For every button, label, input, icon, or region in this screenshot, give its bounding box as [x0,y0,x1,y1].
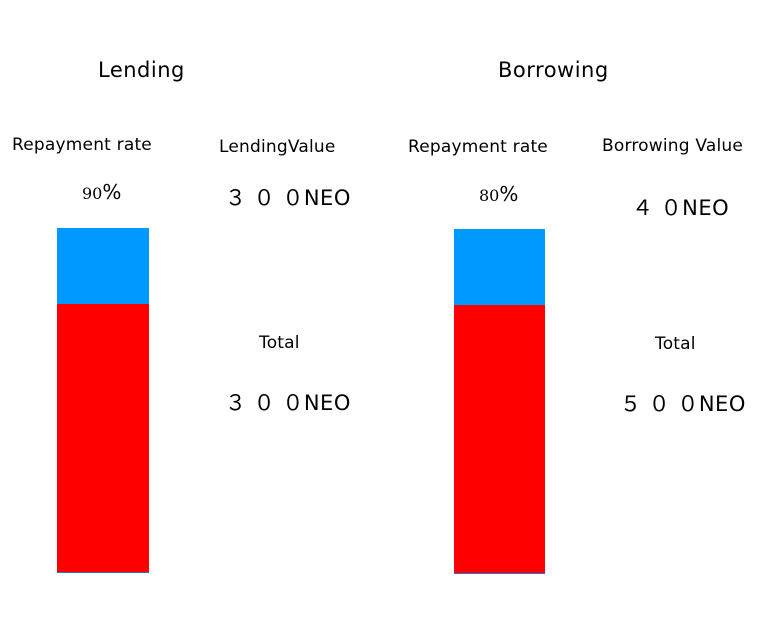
lending-repayment-bar [57,228,149,573]
lending-bar-repaid-segment [57,304,149,572]
lending-value-label: LendingValue [219,137,336,157]
borrowing-repayment-bar [454,229,545,574]
borrowing-value: ４ ０NEO [632,196,730,220]
borrowing-value-label: Borrowing Value [602,136,744,156]
borrowing-repayment-rate-number: 80 [479,186,500,205]
borrowing-repayment-rate-unit: % [499,182,519,206]
lending-total-label: Total [259,333,300,353]
lending-bar-outstanding-segment [57,228,149,304]
lending-value: ３ ０ ０NEO [225,186,351,210]
lending-repayment-label: Repayment rate [12,135,152,155]
borrowing-bar-outstanding-segment [454,229,545,305]
borrowing-repayment-rate: 80% [479,182,518,206]
lending-total-value: ３ ０ ０NEO [225,391,351,415]
borrowing-total-value: ５ ０ ０NEO [620,392,746,416]
lending-title: Lending [98,58,185,82]
borrowing-bar-repaid-segment [454,305,545,573]
lending-repayment-rate-number: 90 [82,184,103,203]
lending-repayment-rate: 90% [82,180,121,204]
borrowing-title: Borrowing [498,58,609,82]
lending-repayment-rate-unit: % [102,180,122,204]
borrowing-total-label: Total [655,334,696,354]
borrowing-repayment-label: Repayment rate [408,137,548,157]
